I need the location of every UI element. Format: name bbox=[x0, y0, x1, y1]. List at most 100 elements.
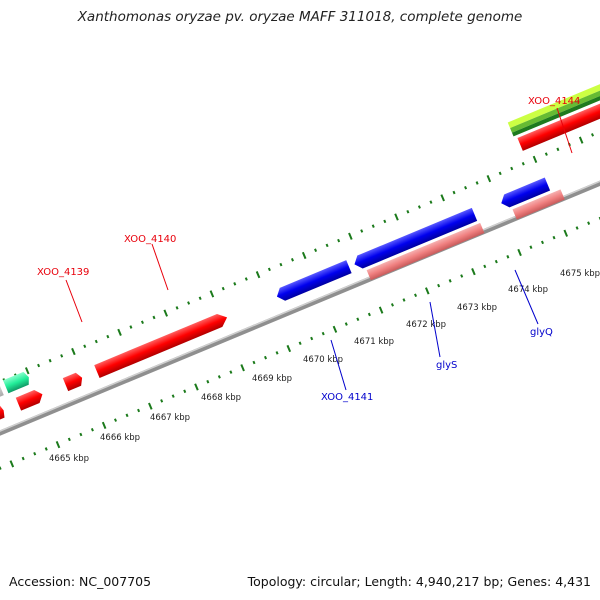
outer-tick-mark bbox=[371, 224, 375, 228]
outer-tick-mark bbox=[360, 229, 364, 233]
inner-tick-mark bbox=[448, 279, 452, 283]
gene-arrow-xoo-4144 bbox=[517, 85, 600, 151]
accession-label: Accession: NC_007705 bbox=[9, 574, 152, 589]
outer-tick-mark bbox=[383, 219, 387, 224]
outer-tick-mark bbox=[532, 155, 538, 164]
outer-tick-mark bbox=[290, 258, 294, 262]
outer-tick-mark bbox=[175, 306, 179, 310]
gene-arrow-glyq-cds bbox=[501, 177, 551, 208]
outer-tick-mark bbox=[71, 347, 76, 356]
inner-tick-mark bbox=[44, 447, 48, 451]
inner-tick-mark bbox=[194, 383, 199, 391]
gene-arrow-glys-cds bbox=[354, 207, 478, 269]
inner-tick-mark bbox=[587, 221, 591, 225]
inner-tick-mark bbox=[33, 451, 37, 456]
scale-label: 4668 kbp bbox=[201, 393, 241, 403]
inner-tick-mark bbox=[125, 413, 129, 418]
scale-label: 4666 kbp bbox=[100, 433, 140, 443]
outer-tick-mark bbox=[24, 367, 30, 375]
inner-tick-mark bbox=[506, 255, 510, 259]
outer-tick-mark bbox=[233, 282, 237, 286]
inner-tick-track bbox=[0, 216, 600, 470]
outer-tick-mark bbox=[117, 328, 122, 336]
outer-tick-mark bbox=[348, 232, 353, 240]
inner-tick-mark bbox=[264, 355, 268, 360]
leader-xoo-4141 bbox=[330, 339, 347, 391]
feature-pink-glys bbox=[366, 222, 485, 281]
gene-label-xoo-4139: XOO_4139 bbox=[37, 267, 89, 278]
outer-tick-mark bbox=[510, 166, 514, 171]
outer-tick-track bbox=[2, 133, 595, 382]
outer-tick-mark bbox=[244, 277, 248, 281]
inner-tick-mark bbox=[79, 432, 83, 437]
gene-arrow-xoo-4141 bbox=[276, 260, 352, 301]
gene-label-glyq: glyQ bbox=[530, 327, 553, 338]
scale-label: 4674 kbp bbox=[508, 285, 548, 295]
outer-tick-mark bbox=[48, 358, 52, 363]
inner-tick-mark bbox=[275, 351, 279, 355]
feature-band-mid-green bbox=[510, 74, 600, 133]
leader-xoo-4144 bbox=[556, 107, 573, 154]
inner-tick-mark bbox=[310, 336, 314, 341]
leader-glyq bbox=[514, 269, 539, 325]
outer-tick-mark bbox=[578, 136, 584, 144]
scale-label: 4669 kbp bbox=[252, 374, 292, 384]
inner-tick-mark bbox=[378, 306, 384, 314]
inner-tick-mark bbox=[425, 287, 430, 295]
gene-label-leaders bbox=[65, 107, 573, 391]
inner-tick-mark bbox=[148, 402, 153, 410]
gene-label-xoo-4141: XOO_4141 bbox=[321, 392, 373, 403]
outer-tick-mark bbox=[498, 171, 502, 176]
outer-tick-mark bbox=[163, 309, 168, 317]
outer-tick-mark bbox=[152, 315, 156, 320]
gene-label-xoo-4140: XOO_4140 bbox=[124, 234, 176, 245]
inner-tick-mark bbox=[471, 268, 476, 276]
outer-tick-mark bbox=[486, 174, 492, 183]
outer-tick-mark bbox=[464, 185, 468, 190]
inner-tick-mark bbox=[286, 344, 292, 353]
outer-tick-mark bbox=[452, 190, 456, 195]
outer-tick-mark bbox=[521, 161, 525, 166]
outer-tick-mark bbox=[209, 290, 215, 298]
inner-tick-mark bbox=[540, 240, 544, 245]
inner-tick-mark bbox=[0, 466, 2, 470]
inner-tick-mark bbox=[552, 235, 556, 240]
inner-tick-mark bbox=[575, 226, 579, 230]
leader-xoo-4139 bbox=[65, 279, 83, 323]
inner-tick-mark bbox=[9, 460, 15, 468]
outer-tick-mark bbox=[544, 152, 548, 156]
inner-tick-mark bbox=[67, 437, 71, 442]
outer-tick-mark bbox=[37, 363, 41, 368]
scale-label: 4671 kbp bbox=[354, 337, 394, 347]
outer-tick-mark bbox=[60, 354, 64, 358]
leader-glys bbox=[429, 301, 441, 358]
map-title: Xanthomonas oryzae pv. oryzae MAFF 31101… bbox=[77, 9, 523, 25]
inner-tick-mark bbox=[460, 274, 464, 278]
outer-tick-mark bbox=[475, 181, 479, 185]
inner-tick-mark bbox=[494, 259, 498, 264]
inner-tick-mark bbox=[402, 298, 406, 302]
leader-xoo-4140 bbox=[151, 243, 169, 291]
outer-tick-mark bbox=[83, 344, 87, 349]
inner-tick-mark bbox=[217, 375, 221, 379]
scale-label: 4672 kbp bbox=[406, 320, 446, 330]
inner-tick-mark bbox=[229, 370, 233, 374]
feature-pink-glyq bbox=[512, 189, 565, 220]
inner-tick-mark bbox=[160, 399, 164, 403]
outer-tick-mark bbox=[198, 296, 202, 301]
outer-tick-mark bbox=[94, 339, 98, 344]
outer-tick-mark bbox=[221, 286, 225, 291]
gene-label-glys: glyS bbox=[436, 360, 457, 371]
genome-summary: Topology: circular; Length: 4,940,217 bp… bbox=[247, 574, 591, 589]
outer-tick-mark bbox=[301, 251, 307, 260]
inner-tick-mark bbox=[137, 408, 141, 413]
outer-tick-mark bbox=[406, 209, 410, 214]
inner-tick-mark bbox=[483, 264, 487, 269]
inner-tick-mark bbox=[90, 427, 94, 432]
inner-tick-mark bbox=[437, 283, 441, 288]
inner-tick-mark bbox=[332, 325, 338, 333]
inner-tick-mark bbox=[598, 216, 600, 221]
inner-tick-mark bbox=[344, 322, 348, 326]
feature-grey bbox=[0, 382, 4, 407]
outer-tick-mark bbox=[279, 262, 283, 267]
